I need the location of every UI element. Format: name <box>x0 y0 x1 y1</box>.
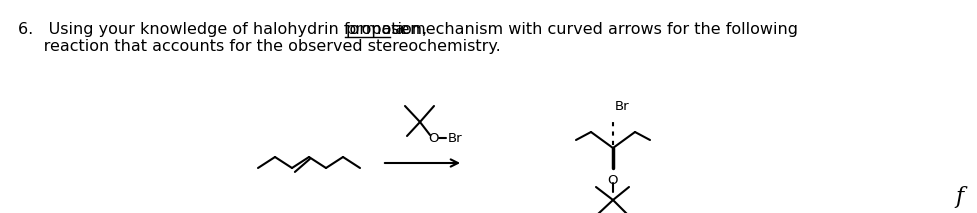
Text: 6.   Using your knowledge of halohydrin formation,: 6. Using your knowledge of halohydrin fo… <box>18 22 432 37</box>
Text: reaction that accounts for the observed stereochemistry.: reaction that accounts for the observed … <box>18 39 501 54</box>
Text: Br: Br <box>448 131 463 144</box>
Text: O: O <box>429 132 440 145</box>
Text: Br: Br <box>615 100 629 113</box>
Text: a mechanism with curved arrows for the following: a mechanism with curved arrows for the f… <box>391 22 798 37</box>
Text: O: O <box>608 174 618 187</box>
Text: f: f <box>956 186 964 208</box>
Text: propose: propose <box>346 22 410 37</box>
